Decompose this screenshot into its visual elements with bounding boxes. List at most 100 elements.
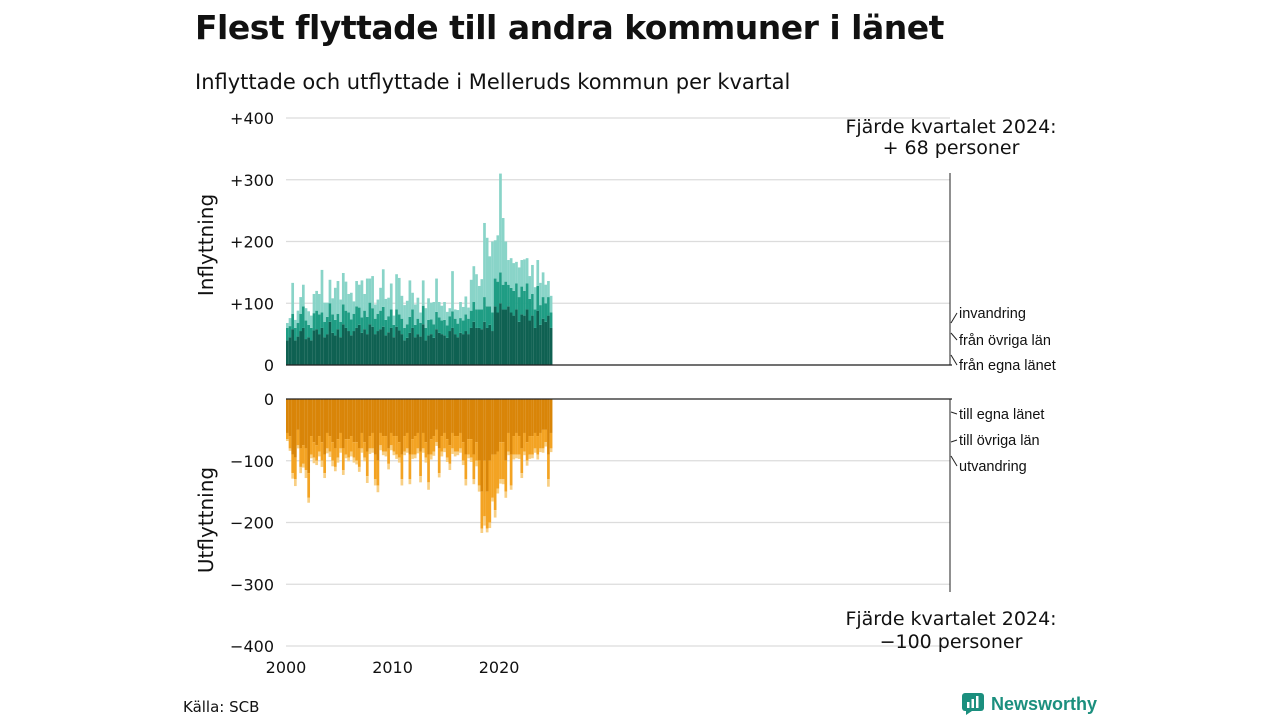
bar-inflow-segment — [357, 284, 361, 308]
bar-inflow-segment — [288, 337, 292, 365]
bar-inflow-segment — [392, 337, 396, 365]
bar-inflow-segment — [416, 318, 420, 335]
bar-inflow-segment — [405, 337, 409, 365]
bar-inflow-segment — [440, 334, 444, 365]
bar-outflow-segment — [301, 463, 305, 468]
bar-inflow-segment — [339, 337, 342, 365]
bar-outflow-segment — [499, 399, 502, 443]
bar-outflow-segment — [349, 451, 353, 457]
bar-inflow-segment — [333, 335, 337, 365]
bar-inflow-segment — [419, 323, 422, 337]
bar-inflow-segment — [355, 327, 358, 365]
bar-outflow-segment — [507, 432, 510, 452]
bar-inflow-segment — [531, 315, 534, 365]
bar-inflow-segment — [296, 310, 300, 324]
bar-outflow-segment — [320, 442, 324, 461]
bar-inflow-segment — [459, 332, 462, 365]
bar-inflow-segment — [493, 306, 497, 365]
bar-outflow-segment — [325, 448, 329, 454]
bar-inflow-segment — [419, 312, 422, 324]
bar-outflow-segment — [445, 439, 449, 458]
bar-inflow-segment — [397, 277, 401, 315]
bar-outflow-segment — [520, 448, 524, 474]
bar-inflow-segment — [355, 281, 358, 307]
bar-outflow-segment — [549, 432, 553, 449]
bar-inflow-segment — [451, 311, 454, 328]
bar-outflow-segment — [293, 399, 297, 458]
bar-inflow-segment — [301, 306, 305, 328]
bar-outflow-segment — [333, 399, 337, 449]
bar-inflow-segment — [453, 309, 457, 319]
bar-outflow-segment — [387, 399, 390, 449]
bar-outflow-segment — [547, 399, 550, 455]
bar-inflow-segment — [429, 334, 433, 365]
series-label-leader-outflow — [950, 455, 958, 467]
bars — [286, 173, 553, 533]
bar-outflow-segment — [339, 448, 342, 453]
bar-inflow-segment — [429, 319, 433, 335]
brand-name: Newsworthy — [991, 693, 1098, 714]
annotation-top-line2: + 68 personer — [883, 137, 1020, 159]
bar-inflow-segment — [299, 331, 303, 365]
bar-inflow-segment — [525, 309, 529, 365]
bar-inflow-segment — [307, 324, 311, 338]
bar-inflow-segment — [496, 235, 500, 282]
bar-outflow-segment — [344, 454, 348, 459]
y-tick-label-inflow: +100 — [230, 294, 274, 313]
y-axis-title-inflow: Inflyttning — [194, 194, 218, 296]
bar-inflow-segment — [533, 327, 537, 365]
bar-outflow-segment — [528, 454, 532, 459]
bar-outflow-segment — [480, 491, 484, 529]
bar-outflow-segment — [288, 399, 292, 437]
bar-outflow-segment — [515, 454, 518, 459]
bar-inflow-segment — [352, 331, 356, 365]
bar-inflow-segment — [488, 256, 492, 307]
bar-inflow-segment — [525, 258, 529, 284]
bar-outflow-segment — [296, 429, 300, 446]
bar-inflow-segment — [368, 302, 372, 325]
bar-outflow-segment — [317, 436, 321, 452]
bar-inflow-segment — [304, 339, 308, 365]
bar-inflow-segment — [472, 266, 476, 303]
bar-outflow-segment — [448, 445, 452, 464]
bar-outflow-segment — [384, 451, 388, 457]
bar-inflow-segment — [424, 340, 428, 365]
bar-inflow-segment — [432, 302, 436, 325]
bar-outflow-segment — [336, 399, 340, 440]
bar-inflow-segment — [480, 329, 484, 365]
bar-outflow-segment — [504, 460, 508, 492]
bar-outflow-segment — [523, 451, 526, 456]
bar-outflow-segment — [389, 445, 393, 451]
bar-outflow-segment — [453, 399, 457, 437]
bar-outflow-segment — [499, 442, 502, 480]
bar-inflow-segment — [291, 329, 295, 365]
bar-outflow-segment — [472, 399, 476, 455]
bar-inflow-segment — [464, 296, 468, 315]
bar-outflow-segment — [544, 399, 548, 430]
bar-outflow-segment — [331, 442, 334, 461]
bar-outflow-segment — [507, 399, 510, 433]
bar-inflow-segment — [371, 326, 374, 365]
bar-inflow-segment — [531, 264, 534, 294]
bar-inflow-segment — [435, 329, 438, 365]
bar-inflow-segment — [461, 320, 465, 335]
bar-inflow-segment — [389, 283, 393, 310]
bar-inflow-segment — [317, 334, 321, 365]
bar-inflow-segment — [456, 337, 460, 365]
bar-inflow-segment — [549, 327, 553, 365]
bar-outflow-segment — [520, 473, 524, 479]
bar-inflow-segment — [421, 305, 425, 325]
bar-inflow-segment — [328, 321, 332, 365]
bar-inflow-segment — [520, 314, 524, 365]
bar-inflow-segment — [445, 325, 449, 338]
bar-outflow-segment — [368, 436, 372, 449]
bar-inflow-segment — [547, 297, 550, 316]
bar-inflow-segment — [293, 327, 297, 341]
bar-inflow-segment — [507, 284, 510, 307]
bar-inflow-segment — [541, 272, 545, 298]
bar-outflow-segment — [411, 439, 414, 455]
bar-inflow-segment — [347, 331, 350, 365]
series-label-leader-outflow — [950, 439, 958, 443]
bar-outflow-segment — [547, 479, 550, 487]
bar-outflow-segment — [475, 442, 478, 461]
